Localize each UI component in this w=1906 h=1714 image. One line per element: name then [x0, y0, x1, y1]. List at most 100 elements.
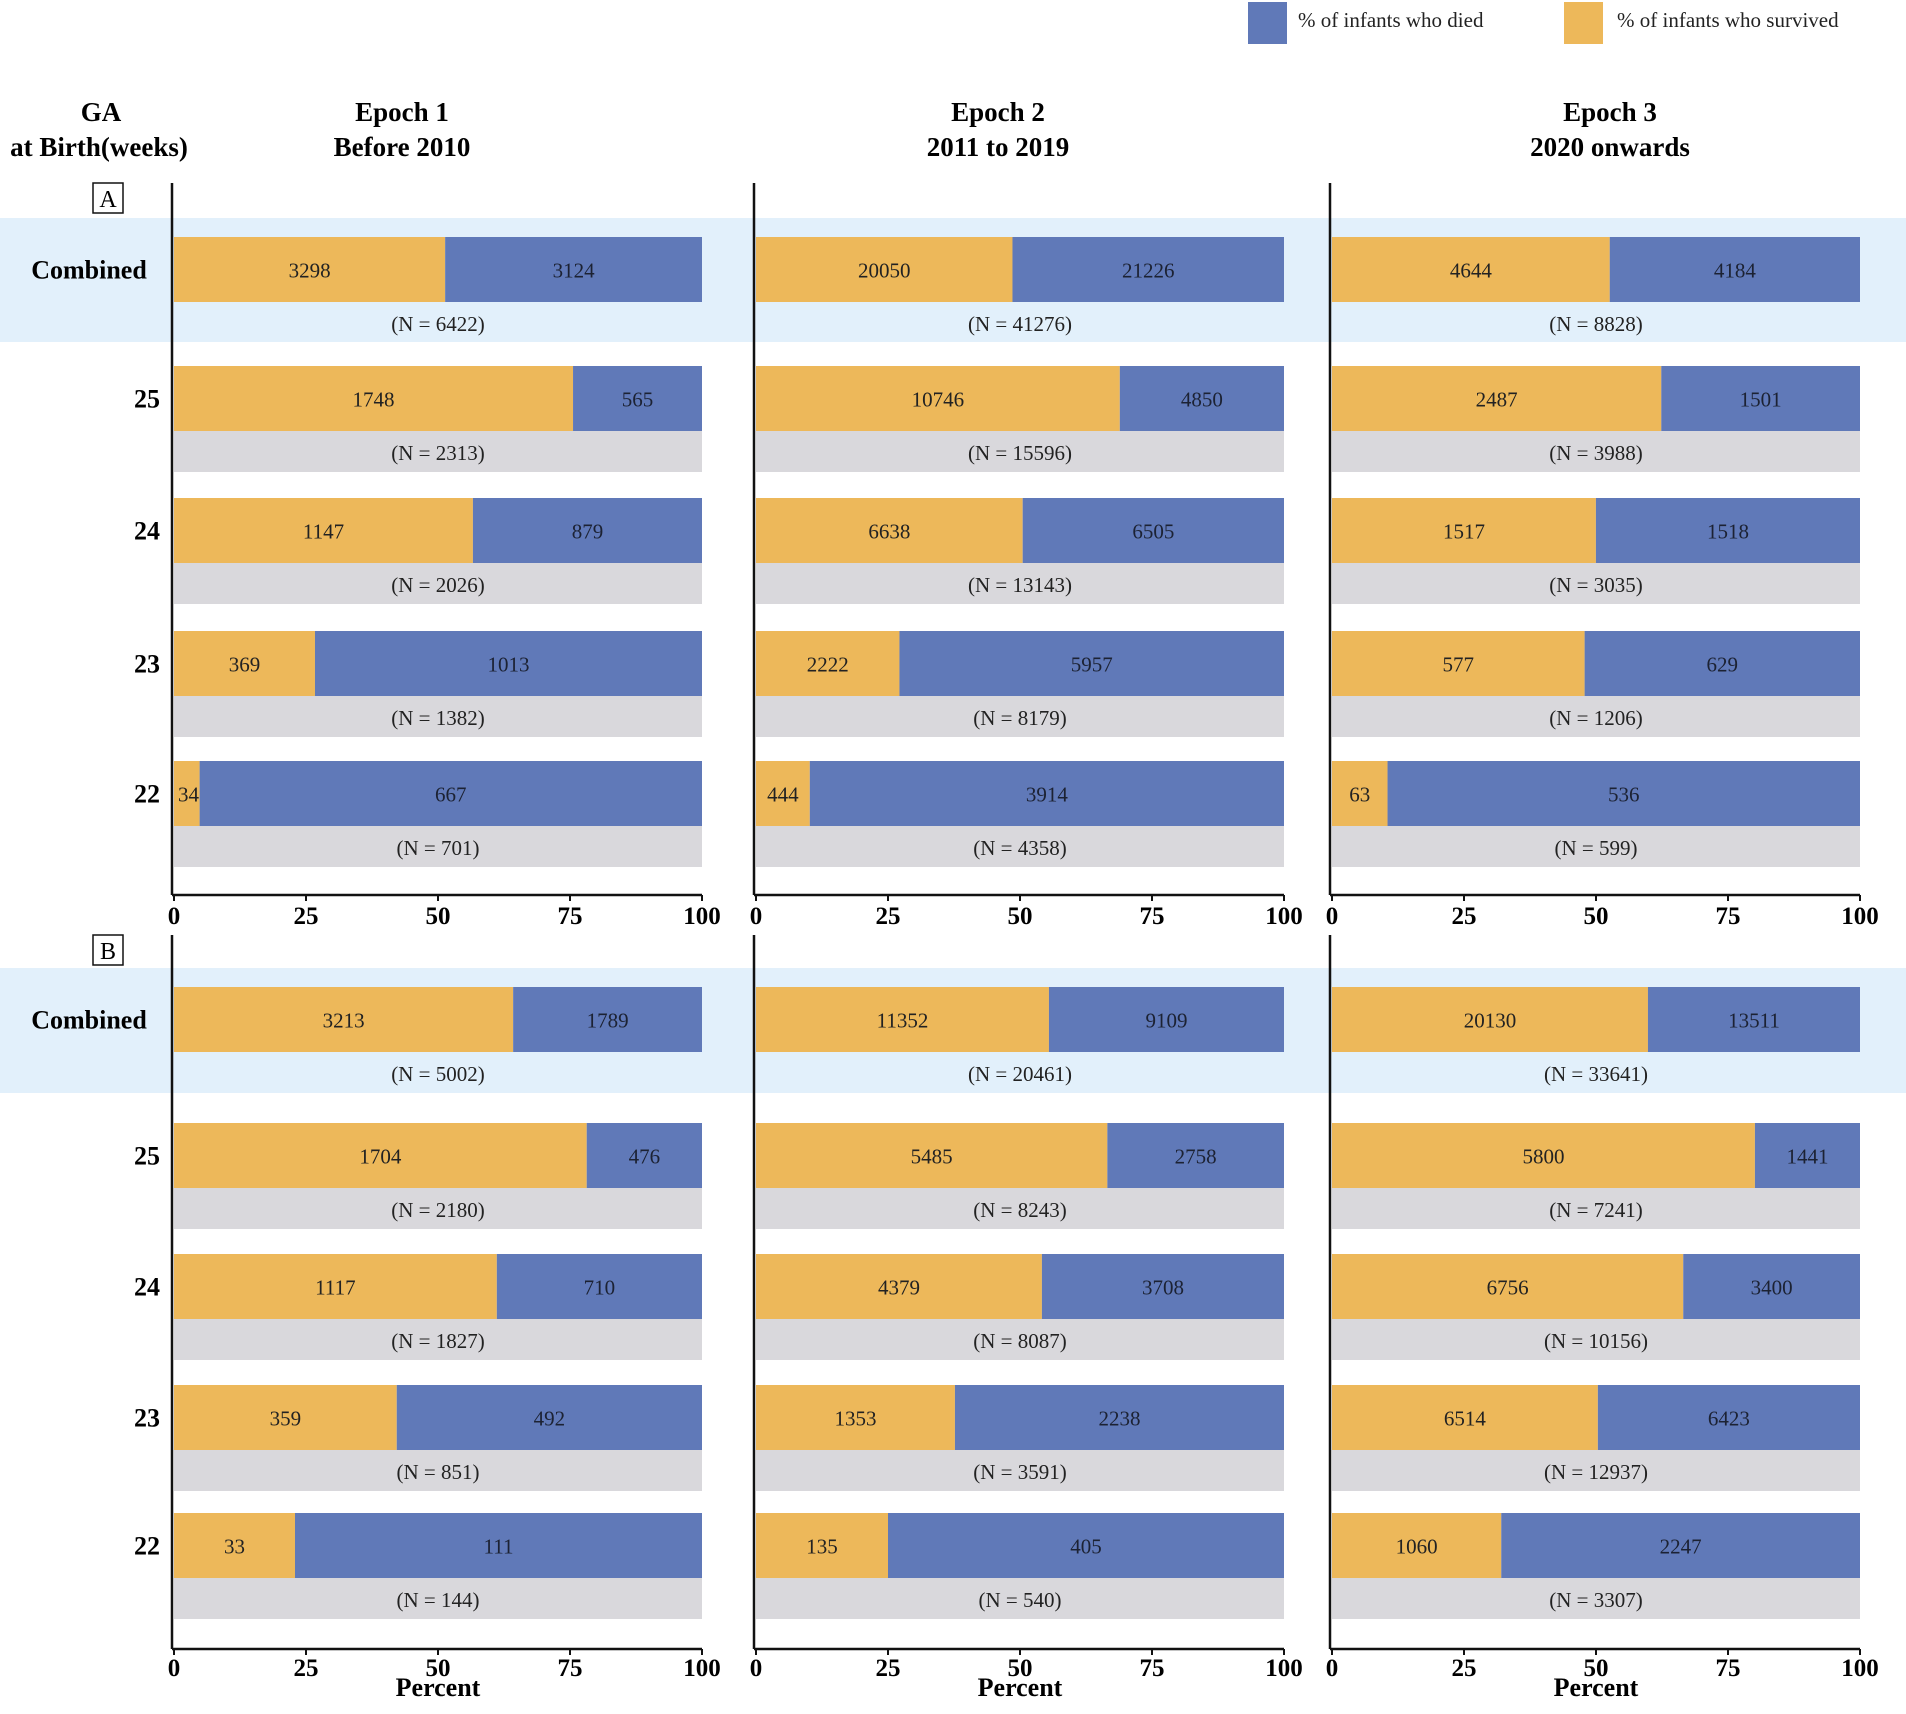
panel-a-epoch-1-ga-24-label-survived: 1147 — [303, 520, 344, 544]
column-subtitle-epoch-3: 2020 onwards — [1530, 132, 1690, 162]
axes-layer — [170, 183, 1861, 1655]
panel-b-epoch-3-ga-22-label-died: 2247 — [1660, 1535, 1702, 1559]
panel-b-epoch-2-ga-23-total-band — [756, 1450, 1284, 1491]
panel-a-epoch-2-ga-25-label-survived: 10746 — [912, 388, 965, 412]
panel-a-epoch-2-ga-combined-label-died: 21226 — [1122, 259, 1175, 283]
panel-a-epoch-2-ga-24-n-label: (N = 13143) — [968, 573, 1072, 597]
panel-b-epoch-1-tick-label-100: 100 — [683, 1655, 721, 1682]
panel-b-epoch-3-tick-label-75: 75 — [1716, 1655, 1741, 1682]
panel-b-epoch-2-ga-23-label-survived: 1353 — [834, 1407, 876, 1431]
panel-a-epoch-2-ga-25-n-label: (N = 15596) — [968, 441, 1072, 465]
panel-b-epoch-2-ga-24-bar-died — [1041, 1254, 1284, 1319]
panel-a-epoch-3-ga-25-label-died: 1501 — [1740, 388, 1782, 412]
panel-b-epoch-1-ga-25-label-died: 476 — [629, 1145, 661, 1169]
panel-b-epoch-3-ga-25-label-survived: 5800 — [1522, 1145, 1564, 1169]
panel-b-epoch-1-ga-23-label-died: 492 — [534, 1407, 566, 1431]
panel-a-epoch-1-ga-22-label-survived: 34 — [178, 783, 200, 807]
panel-a-epoch-2-ga-23-bar-survived — [756, 631, 900, 696]
panel-b-epoch-1-ga-23-bar-died — [396, 1385, 702, 1450]
panel-b-epoch-2-tick-label-100: 100 — [1265, 1655, 1303, 1682]
panel-b-ga-label-25: 25 — [134, 1142, 160, 1171]
panel-a-epoch-3-ga-combined-bar-died — [1609, 237, 1860, 302]
panel-b-epoch-2-ga-23-bar-survived — [756, 1385, 955, 1450]
panel-a-epoch-1-ga-combined-bar-died — [445, 237, 702, 302]
panel-b-epoch-2-ga-22-bar-died — [888, 1513, 1284, 1578]
panel-b-epoch-1-tick-label-50: 50 — [426, 1655, 451, 1682]
panel-a-epoch-3-tick-label-75: 75 — [1716, 903, 1741, 930]
panel-a-epoch-1-ga-23-label-survived: 369 — [229, 653, 261, 677]
column-subtitle-epoch-1: Before 2010 — [334, 132, 471, 162]
panel-b-epoch-2-ga-25-n-label: (N = 8243) — [973, 1198, 1067, 1222]
column-title-epoch-3: Epoch 3 — [1563, 97, 1657, 127]
legend-label-survived: % of infants who survived — [1617, 8, 1839, 32]
panel-a-epoch-2-ga-25-total-band — [756, 431, 1284, 472]
panel-a-ga-label-25: 25 — [134, 385, 160, 414]
panel-b-epoch-2-ga-combined-bar-died — [1048, 987, 1284, 1052]
panel-b-epoch-1-tick-label-75: 75 — [558, 1655, 583, 1682]
panel-a-epoch-2-ga-22-bar-died — [809, 761, 1284, 826]
panel-a-epoch-2-ga-24-total-band — [756, 563, 1284, 604]
panel-a-epoch-2-ga-23-label-died: 5957 — [1071, 653, 1113, 677]
panel-b-epoch-1-x-axis-title: Percent — [396, 1673, 481, 1702]
legend-swatch-survived — [1564, 2, 1603, 44]
text-layer: % of infants who died % of infants who su… — [10, 2, 1879, 1702]
panel-a-label: A — [99, 187, 117, 213]
panel-b-epoch-2-ga-23-label-died: 2238 — [1098, 1407, 1140, 1431]
panel-a-epoch-2-ga-22-bar-survived — [756, 761, 810, 826]
panel-a-epoch-3-ga-24-total-band — [1332, 563, 1860, 604]
panel-a-epoch-2-ga-24-label-survived: 6638 — [868, 520, 910, 544]
panel-a-ga-label-24: 24 — [134, 517, 160, 546]
panel-a-epoch-2-ga-25-bar-survived — [756, 366, 1120, 431]
panel-a-epoch-2-ga-combined-bar-died — [1012, 237, 1284, 302]
panel-b-epoch-1-ga-combined-bar-died — [513, 987, 702, 1052]
panel-a-epoch-1-ga-25-label-survived: 1748 — [353, 388, 395, 412]
panel-a-epoch-1-tick-label-100: 100 — [683, 903, 721, 930]
panel-b-epoch-2-ga-combined-n-label: (N = 20461) — [968, 1062, 1072, 1086]
panel-a-label-box — [92, 182, 124, 214]
panel-b-epoch-3-tick-label-25: 25 — [1452, 1655, 1477, 1682]
panel-a-epoch-3-ga-23-bar-died — [1584, 631, 1860, 696]
panel-b-epoch-2-ga-25-bar-died — [1107, 1123, 1284, 1188]
panel-b-epoch-2-x-axis-title: Percent — [978, 1673, 1063, 1702]
panel-a-epoch-3-ga-24-bar-survived — [1332, 498, 1596, 563]
panel-a-epoch-1-ga-25-bar-survived — [174, 366, 574, 431]
panel-a-epoch-1-ga-25-bar-died — [573, 366, 702, 431]
panel-a-epoch-3-ga-23-total-band — [1332, 696, 1860, 737]
panel-a-epoch-2-tick-label-0: 0 — [750, 903, 763, 930]
panel-b-epoch-3-ga-23-bar-survived — [1332, 1385, 1598, 1450]
panel-b-epoch-2-tick-label-25: 25 — [876, 1655, 901, 1682]
panel-b-epoch-3-ga-25-n-label: (N = 7241) — [1549, 1198, 1643, 1222]
panel-b-epoch-1-ga-22-bar-died — [295, 1513, 702, 1578]
panel-a-epoch-3-tick-label-25: 25 — [1452, 903, 1477, 930]
panel-a-epoch-3-ga-23-label-died: 629 — [1707, 653, 1739, 677]
panel-a-epoch-1-ga-combined-label-died: 3124 — [553, 259, 596, 283]
bars-layer — [174, 237, 1860, 1619]
panel-a-epoch-3-ga-25-total-band — [1332, 431, 1860, 472]
panel-a-epoch-2-ga-23-n-label: (N = 8179) — [973, 706, 1067, 730]
panel-b-epoch-1-ga-24-bar-died — [496, 1254, 702, 1319]
panel-a-epoch-1-tick-label-75: 75 — [558, 903, 583, 930]
panel-a-ga-label-23: 23 — [134, 650, 160, 679]
panel-a-epoch-3-ga-24-n-label: (N = 3035) — [1549, 573, 1643, 597]
panel-a-epoch-3-ga-23-bar-survived — [1332, 631, 1585, 696]
panel-a-epoch-3-ga-22-label-survived: 63 — [1349, 783, 1370, 807]
panel-a-epoch-3-ga-25-label-survived: 2487 — [1476, 388, 1518, 412]
panel-a-epoch-2-ga-25-label-died: 4850 — [1181, 388, 1223, 412]
panel-b-epoch-2-ga-22-n-label: (N = 540) — [979, 1588, 1062, 1612]
panel-b-epoch-3-ga-22-total-band — [1332, 1578, 1860, 1619]
panel-a-epoch-2-ga-23-bar-died — [899, 631, 1284, 696]
panel-a-epoch-3-ga-23-n-label: (N = 1206) — [1549, 706, 1643, 730]
panel-b-epoch-1-ga-24-label-survived: 1117 — [315, 1276, 355, 1300]
panel-a-epoch-2-ga-combined-n-label: (N = 41276) — [968, 312, 1072, 336]
panel-b-epoch-1-ga-23-total-band — [174, 1450, 702, 1491]
panel-a-epoch-3-ga-24-label-died: 1518 — [1707, 520, 1749, 544]
panel-b-epoch-2-ga-24-label-died: 3708 — [1142, 1276, 1184, 1300]
panel-b-epoch-2-tick-label-50: 50 — [1008, 1655, 1033, 1682]
row-header-line-2: at Birth(weeks) — [10, 132, 188, 162]
panel-b-epoch-2-ga-combined-bar-survived — [756, 987, 1049, 1052]
panel-b-epoch-1-ga-combined-label-survived: 3213 — [323, 1009, 365, 1033]
panel-b-epoch-1-ga-25-n-label: (N = 2180) — [391, 1198, 485, 1222]
panel-b-epoch-3-ga-22-bar-survived — [1332, 1513, 1502, 1578]
panel-a-epoch-3-ga-22-total-band — [1332, 826, 1860, 867]
panel-a-epoch-1-ga-23-n-label: (N = 1382) — [391, 706, 485, 730]
